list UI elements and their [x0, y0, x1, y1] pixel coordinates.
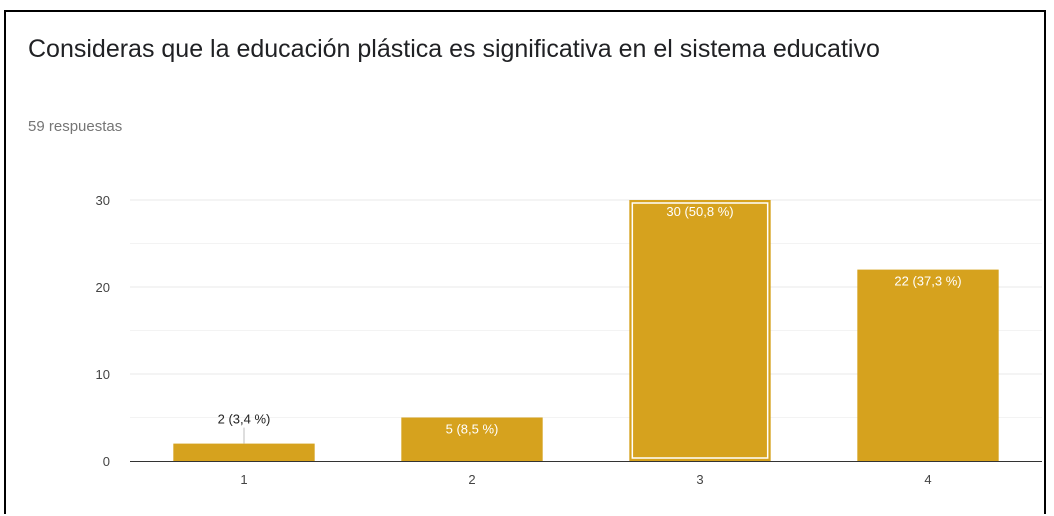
response-count: 59 respuestas [28, 118, 123, 135]
x-tick-label: 1 [240, 472, 247, 487]
y-tick-label: 30 [96, 193, 110, 208]
x-tick-label: 2 [468, 472, 475, 487]
data-label: 2 (3,4 %) [218, 412, 271, 427]
data-label: 30 (50,8 %) [666, 204, 733, 219]
y-tick-label: 0 [103, 454, 110, 469]
bar [401, 417, 543, 461]
bar [629, 200, 771, 461]
y-tick-label: 20 [96, 280, 110, 295]
chart-card: Consideras que la educación plástica es … [4, 10, 1046, 514]
data-label: 5 (8,5 %) [446, 422, 499, 437]
x-tick-label: 4 [924, 472, 931, 487]
bar-chart: 0 10 20 30 1 2 (3,4 %) 2 5 (8,5 %) 3 30 (50,8 %) 4… [96, 193, 1042, 487]
bar-highlight-outline [631, 202, 769, 459]
bar [173, 443, 315, 461]
chart-title: Consideras que la educación plástica es … [28, 35, 880, 63]
y-tick-label: 10 [96, 367, 110, 382]
x-tick-label: 3 [696, 472, 703, 487]
data-label: 22 (37,3 %) [894, 274, 961, 289]
bar [857, 269, 999, 461]
